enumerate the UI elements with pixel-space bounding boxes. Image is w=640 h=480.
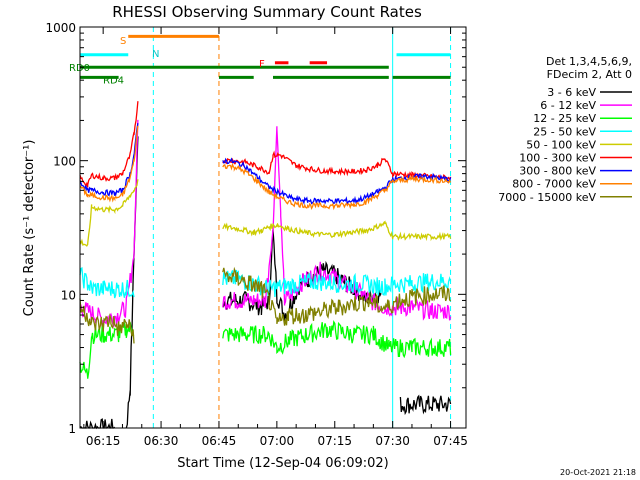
y-tick-label: 1 [68,422,76,436]
y-tick-label: 100 [53,155,76,169]
flag-label-f: F [259,59,265,70]
flag-label-s: S [120,36,126,47]
legend-label-6-12-kev: 6 - 12 keV [540,99,596,112]
legend-label-12-25-kev: 12 - 25 keV [533,112,596,125]
x-tick-label: 07:00 [260,434,295,448]
chart-title: RHESSI Observing Summary Count Rates [112,3,422,21]
legend-label-800-7000-kev: 800 - 7000 keV [512,178,596,191]
plot-frame [79,26,467,429]
series-line-3-6-kev [79,136,452,430]
x-tick-label: 06:30 [144,434,179,448]
legend: Det 1,3,4,5,6,9, FDecim 2, Att 0 3 - 6 k… [498,55,632,204]
flag-label-rd4: RD4 [103,75,124,86]
flag-label-n: N [152,49,159,60]
series-line-7000-15000-kev [79,266,452,344]
x-axis-label: Start Time (12-Sep-04 06:09:02) [177,456,388,471]
x-tick-label: 06:45 [202,434,237,448]
x-tick-label: 07:15 [317,434,352,448]
series-line-800-7000-kev [79,125,452,211]
y-tick-label: 1000 [45,21,76,35]
series-line-12-25-kev [79,319,452,379]
y-axis-label: Count Rate (s⁻¹ detector⁻¹) [22,140,37,317]
legend-label-3-6-kev: 3 - 6 keV [547,86,596,99]
legend-label-50-100-kev: 50 - 100 keV [526,138,596,151]
x-tick-label: 06:15 [86,434,121,448]
legend-header-line-2: FDecim 2, Att 0 [547,68,632,81]
legend-label-7000-15000-kev: 7000 - 15000 keV [498,191,596,204]
series-line-25-50-kev [79,266,452,299]
legend-label-100-300-kev: 100 - 300 keV [519,152,596,165]
footer-timestamp: 20-Oct-2021 21:18 [560,468,636,477]
axes: 06:15 06:30 06:45 07:00 07:15 07:30 07:45 1 10 10… [45,21,467,448]
legend-label-25-50-kev: 25 - 50 keV [533,125,596,138]
series-line-50-100-kev [79,179,452,247]
legend-label-300-800-kev: 300 - 800 keV [519,165,596,178]
x-tick-label: 07:30 [375,434,410,448]
y-tick-label: 10 [61,288,76,302]
x-tick-label: 07:45 [433,434,468,448]
legend-header-line-1: Det 1,3,4,5,6,9, [546,55,632,68]
